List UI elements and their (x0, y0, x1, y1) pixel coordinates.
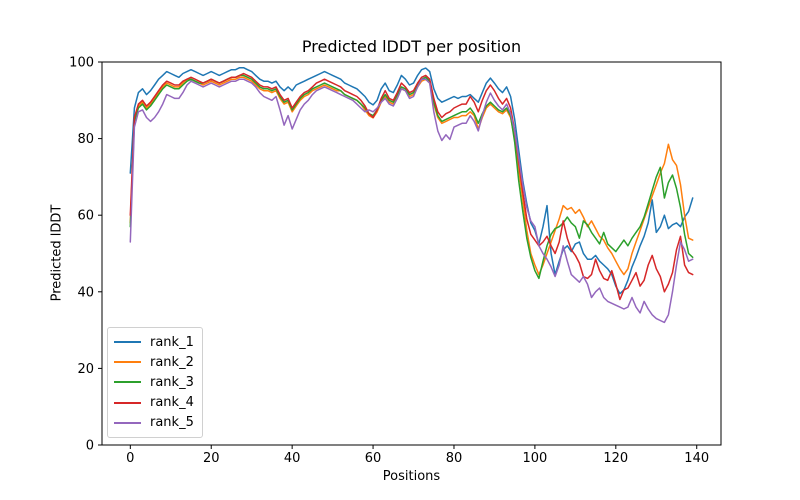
x-tick-label: 60 (365, 451, 382, 466)
x-tick-label: 120 (603, 451, 628, 466)
legend-label: rank_4 (150, 395, 194, 411)
legend-entry-rank_3: rank_3 (114, 372, 196, 392)
axes-frame (101, 61, 722, 446)
series-line-rank_4 (129, 72, 694, 301)
legend-entry-rank_5: rank_5 (114, 413, 196, 433)
x-tick-label: 80 (446, 451, 463, 466)
legend-label: rank_5 (150, 415, 194, 431)
x-tick-label: 100 (522, 451, 547, 466)
legend-line-swatch (114, 341, 141, 344)
legend: rank_1 rank_2 rank_3 rank_4 rank_5 (107, 327, 203, 438)
x-axis-label: Positions (382, 469, 441, 484)
legend-label: rank_2 (150, 354, 194, 370)
legend-line-swatch (114, 421, 141, 424)
y-tick-label: 0 (86, 439, 94, 454)
legend-entry-rank_1: rank_1 (114, 332, 196, 352)
legend-label: rank_3 (150, 374, 194, 390)
y-tick-label: 100 (69, 56, 94, 71)
legend-label: rank_1 (150, 334, 194, 350)
x-tick-label: 140 (684, 451, 709, 466)
y-tick-label: 60 (77, 209, 94, 224)
legend-line-swatch (114, 361, 141, 364)
y-tick-label: 20 (77, 362, 94, 377)
x-tick-label: 0 (126, 451, 134, 466)
chart-title: Predicted lDDT per position (301, 37, 522, 56)
legend-line-swatch (114, 401, 141, 404)
series-line-rank_5 (129, 78, 694, 324)
legend-entry-rank_2: rank_2 (114, 352, 196, 372)
series-line-rank_2 (129, 76, 694, 276)
y-tick-label: 80 (77, 132, 94, 147)
y-tick-label: 40 (77, 285, 94, 300)
legend-entry-rank_4: rank_4 (114, 393, 196, 413)
x-tick-label: 40 (284, 451, 301, 466)
series-line-rank_1 (129, 66, 694, 295)
legend-line-swatch (114, 381, 141, 384)
x-tick-label: 20 (203, 451, 220, 466)
